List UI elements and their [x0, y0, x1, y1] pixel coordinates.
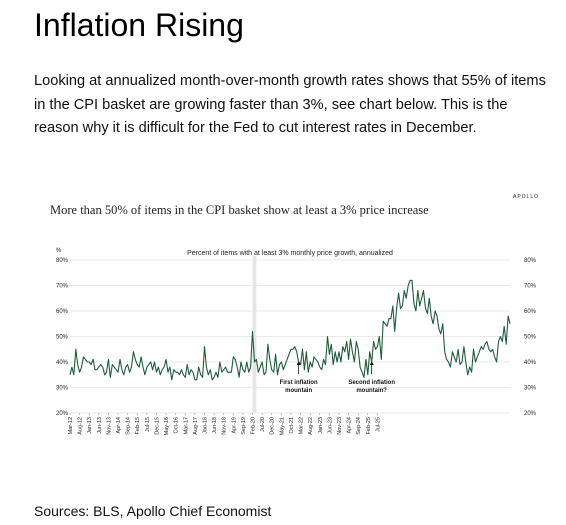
x-tick-label: Sep-19	[241, 417, 247, 435]
x-tick-label: Sep-14	[126, 417, 132, 435]
x-tick-label: Mar-22	[299, 417, 305, 434]
chart-subtitle: Percent of items with at least 3% monthl…	[187, 250, 393, 257]
y-tick-label-right: 30%	[524, 386, 537, 392]
y-tick-label-left: 60%	[56, 309, 69, 315]
x-tick-label: Jan-13	[87, 417, 93, 434]
x-tick-label: Jul-25	[375, 417, 381, 432]
series-line	[69, 279, 511, 381]
y-tick-label-left: 80%	[56, 258, 69, 264]
x-tick-label: Aug-22	[308, 417, 314, 435]
y-tick-label-right: 80%	[524, 258, 537, 264]
x-tick-label: May-21	[279, 417, 285, 435]
x-tick-label: Mar-17	[183, 417, 189, 434]
x-tick-label: Feb-20	[251, 417, 257, 434]
x-tick-label: Nov-18	[222, 417, 228, 435]
x-tick-label: Nov-23	[337, 417, 343, 435]
y-tick-label-left: 20%	[56, 411, 69, 417]
y-tick-label-right: 50%	[524, 335, 537, 341]
x-tick-label: Jan-23	[318, 417, 324, 434]
x-tick-label: Jan-18	[203, 417, 209, 434]
y-tick-label-right: 40%	[524, 360, 537, 366]
x-tick-label: Jun-13	[97, 417, 103, 434]
x-tick-label: Apr-19	[231, 417, 237, 434]
annotation-label: mountain?	[356, 388, 387, 394]
y-tick-label-right: 70%	[524, 284, 537, 290]
x-tick-label: Feb-25	[366, 417, 372, 434]
chart-title: More than 50% of items in the CPI basket…	[50, 203, 429, 217]
y-tick-label-left: 70%	[56, 284, 69, 290]
x-tick-label: Dec-15	[155, 417, 161, 435]
annotation-label: Second inflation	[348, 380, 395, 386]
x-tick-label: Oct-16	[174, 417, 180, 434]
x-tick-label: Oct-21	[289, 417, 295, 434]
x-tick-label: Jul-20	[260, 417, 266, 432]
x-tick-label: May-16	[164, 417, 170, 435]
page-title: Inflation Rising	[34, 7, 244, 43]
intro-paragraph: Looking at annualized month-over-month g…	[34, 73, 546, 136]
x-tick-label: Dec-20	[270, 417, 276, 435]
cpi-chart: APOLLO More than 50% of items in the CPI …	[50, 194, 539, 435]
y-tick-label-left: 50%	[56, 335, 69, 341]
y-tick-label-right: 60%	[524, 309, 537, 315]
x-tick-label: Feb-15	[135, 417, 141, 434]
x-tick-label: Jun-23	[327, 417, 333, 434]
annotation-arrowhead	[369, 361, 374, 365]
x-tick-label: Nov-13	[106, 417, 112, 435]
y-tick-label-right: 20%	[524, 411, 537, 417]
x-tick-label: Jul-15	[145, 417, 151, 432]
y-unit-label: %	[56, 248, 62, 254]
annotation-label: mountain	[285, 388, 312, 394]
x-tick-label: Sep-24	[356, 417, 362, 435]
x-tick-label: Aug-17	[193, 417, 199, 435]
brand-label: APOLLO	[513, 194, 539, 200]
x-tick-label: Mar-12	[68, 417, 74, 434]
x-tick-label: Apr-14	[116, 417, 122, 434]
sources-note: Sources: BLS, Apollo Chief Economist	[34, 503, 272, 519]
y-tick-label-left: 30%	[56, 386, 69, 392]
shaded-period	[252, 256, 257, 413]
annotation-label: First inflation	[280, 380, 318, 386]
x-tick-label: Jun-18	[212, 417, 218, 434]
x-tick-label: Aug-12	[78, 417, 84, 435]
chart-card: APOLLO More than 50% of items in the CPI …	[36, 182, 554, 482]
annotation-arrowhead	[296, 361, 301, 365]
y-tick-label-left: 40%	[56, 360, 69, 366]
x-tick-label: Apr-24	[347, 417, 353, 434]
